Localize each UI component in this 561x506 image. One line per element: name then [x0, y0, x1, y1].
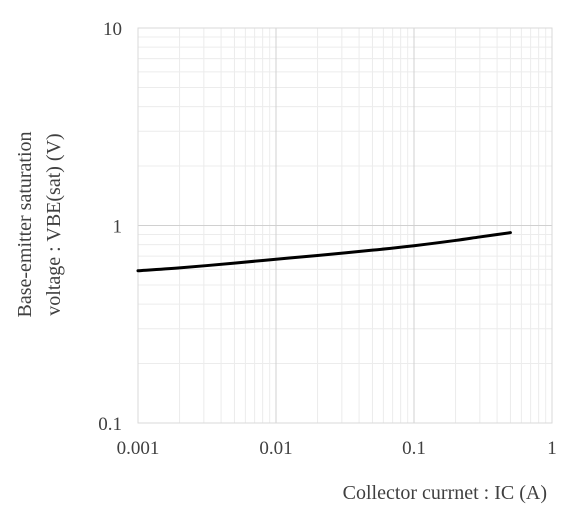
series-layer [136, 231, 512, 273]
y-tick-label: 0.1 [98, 414, 122, 435]
x-tick-label: 0.1 [402, 438, 426, 459]
y-tick-label: 1 [113, 217, 123, 238]
series-line [136, 231, 512, 273]
x-tick-label: 0.01 [259, 438, 292, 459]
y-axis-title-line-2: voltage : VBE(sat) (V) [43, 133, 65, 315]
x-tick-label: 0.001 [117, 438, 160, 459]
plot-area-border [137, 27, 553, 424]
x-tick-labels: 0.001 0.01 0.1 1 [117, 438, 557, 459]
y-tick-labels: 0.1 1 10 [98, 19, 122, 435]
y-axis-title-line-1: Base-emitter saturation [14, 131, 36, 317]
x-axis-title: Collector currnet : IC (A) [343, 482, 547, 504]
y-axis-title: Base-emitter saturation voltage : VBE(sa… [14, 131, 65, 317]
x-tick-label: 1 [547, 438, 557, 459]
y-tick-label: 10 [103, 19, 122, 40]
